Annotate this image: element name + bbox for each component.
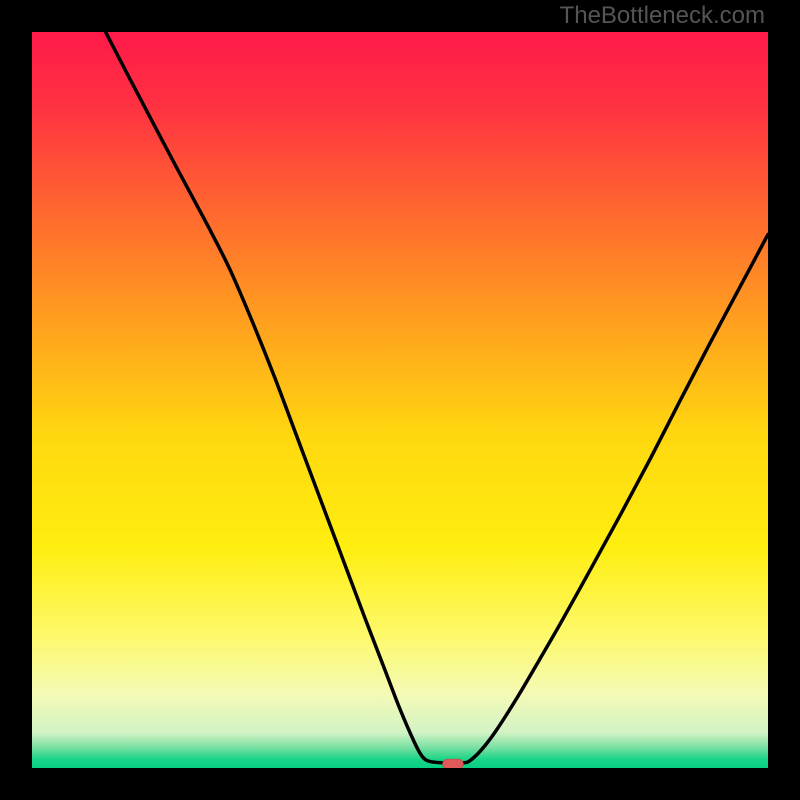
curve-path — [106, 32, 768, 763]
watermark-text: TheBottleneck.com — [560, 2, 765, 30]
chart-frame: TheBottleneck.com — [0, 0, 800, 800]
chart-svg — [32, 32, 768, 768]
background-gradient-rect — [32, 32, 768, 768]
trough-marker — [443, 759, 464, 768]
plot-area — [32, 32, 768, 768]
